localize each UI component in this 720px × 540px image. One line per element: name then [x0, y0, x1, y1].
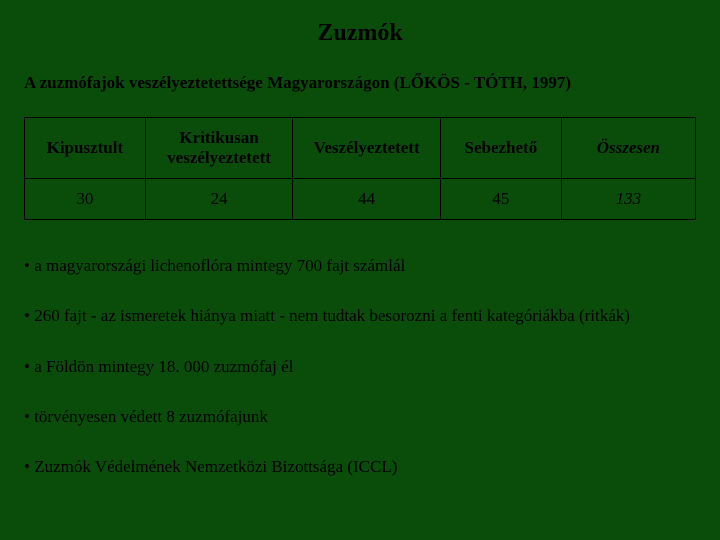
table-row: 30 24 44 45 133	[25, 179, 696, 220]
col-header-1: Kritikusan veszélyeztetett	[145, 118, 293, 179]
subtitle-text: A zuzmófajok veszélyeztetettsége Magyaro…	[24, 73, 571, 92]
slide-subtitle: A zuzmófajok veszélyeztetettsége Magyaro…	[24, 73, 696, 93]
slide-title: Zuzmók	[24, 20, 696, 47]
bullet-item: a Földön mintegy 18. 000 zuzmófaj él	[24, 351, 696, 383]
data-table: Kipusztult Kritikusan veszélyeztetett Ve…	[24, 117, 696, 220]
cell-3: 45	[440, 179, 561, 220]
table-header-row: Kipusztult Kritikusan veszélyeztetett Ve…	[25, 118, 696, 179]
slide-container: Zuzmók A zuzmófajok veszélyeztetettsége …	[0, 0, 720, 540]
bullet-item: Zuzmók Védelmének Nemzetközi Bizottsága …	[24, 451, 696, 483]
bullet-list: a magyarországi lichenoflóra mintegy 700…	[24, 250, 696, 483]
col-header-2: Veszélyeztetett	[293, 118, 441, 179]
bullet-item: a magyarországi lichenoflóra mintegy 700…	[24, 250, 696, 282]
cell-1: 24	[145, 179, 293, 220]
col-header-3: Sebezhető	[440, 118, 561, 179]
bullet-item: törvényesen védett 8 zuzmófajunk	[24, 401, 696, 433]
cell-4: 133	[561, 179, 695, 220]
cell-2: 44	[293, 179, 441, 220]
cell-0: 30	[25, 179, 146, 220]
col-header-4: Összesen	[561, 118, 695, 179]
col-header-0: Kipusztult	[25, 118, 146, 179]
bullet-item: 260 fajt - az ismeretek hiánya miatt - n…	[24, 300, 696, 332]
